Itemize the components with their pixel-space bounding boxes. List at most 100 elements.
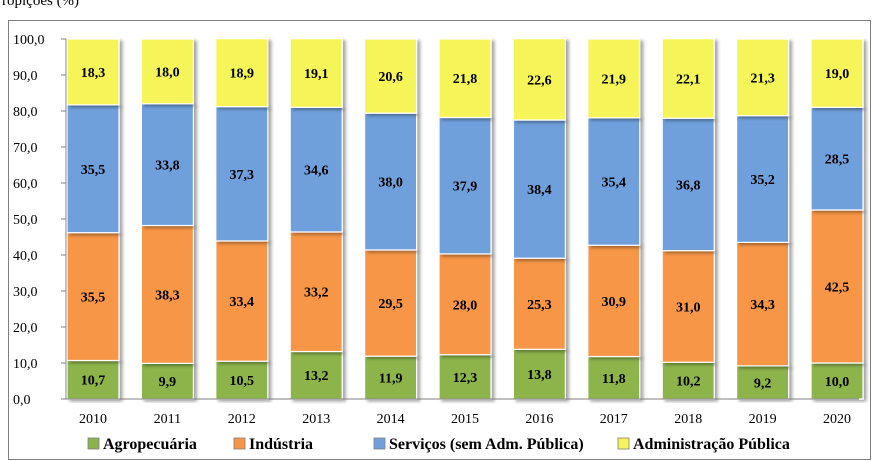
- data-label: 34,6: [304, 164, 329, 179]
- y-tick-label: 50,0: [13, 213, 38, 228]
- data-label: 18,0: [155, 65, 180, 80]
- x-tick-label: 2018: [674, 412, 702, 427]
- data-label: 21,8: [453, 72, 478, 87]
- data-label: 31,0: [676, 300, 701, 315]
- data-label: 35,2: [750, 173, 775, 188]
- data-label: 9,9: [159, 375, 177, 390]
- x-tick-label: 2014: [377, 412, 405, 427]
- x-tick-label: 2011: [154, 412, 181, 427]
- data-label: 33,2: [304, 286, 329, 301]
- bar-segment: [512, 119, 566, 259]
- bar-segment: [289, 38, 343, 109]
- data-label: 10,2: [676, 375, 701, 390]
- y-tick-label: 70,0: [13, 141, 38, 156]
- x-tick-label: 2015: [451, 412, 479, 427]
- bar-stack-2017: 11,8 30,9 35,4 21,9: [587, 38, 641, 400]
- data-label: 19,1: [304, 67, 329, 82]
- y-tick-label: 20,0: [13, 321, 38, 336]
- legend-swatch: [233, 437, 246, 450]
- bar-segment: [438, 116, 492, 255]
- legend-label: Serviços (sem Adm. Pública): [389, 436, 584, 453]
- bar-stack-2011: 9,9 38,3 33,8 18,0: [140, 38, 194, 400]
- bar-segment: [364, 355, 418, 400]
- legend-swatch: [373, 437, 386, 450]
- bar-segment: [66, 38, 120, 106]
- x-tick-label: 2016: [525, 412, 553, 427]
- data-label: 38,0: [378, 176, 403, 191]
- y-tick-label: 30,0: [13, 285, 38, 300]
- bar-stack-2014: 11,9 29,5 38,0 20,6: [364, 38, 418, 400]
- data-label: 10,7: [81, 374, 106, 389]
- y-tick-label: 60,0: [13, 177, 38, 192]
- bar-segment: [735, 115, 790, 244]
- page-header-fragment: ropições (%): [2, 0, 80, 9]
- bar-segment: [289, 231, 343, 353]
- bar-segment: [587, 244, 641, 358]
- chart-frame: 0,0 10,0 20,0 30,0 40,0 50,0 60,0 70,0 80,0 90,0 1…: [8, 20, 871, 460]
- bar-segment: [735, 365, 790, 400]
- bar-segment: [661, 250, 715, 363]
- data-label: 20,6: [378, 70, 403, 85]
- data-label: 35,5: [81, 163, 106, 178]
- bar-segment: [364, 249, 418, 357]
- bar-stack-2018: 10,2 31,0 36,8 22,1: [661, 38, 715, 400]
- bar-segment: [140, 103, 194, 227]
- bar-segment: [661, 38, 715, 119]
- legend-swatch: [87, 437, 100, 450]
- bar-segment: [512, 38, 566, 121]
- bar-segment: [215, 106, 269, 242]
- bar-segment: [438, 253, 492, 356]
- data-label: 18,9: [230, 67, 255, 82]
- bar-segment: [512, 348, 566, 400]
- y-tick-label: 0,0: [13, 393, 31, 408]
- bar-stack-2016: 13,8 25,3 38,4 22,6: [512, 38, 566, 400]
- bar-segment: [735, 241, 790, 367]
- bar-segment: [810, 38, 864, 109]
- data-label: 36,8: [676, 178, 701, 193]
- bar-stack-2020: 10,0 42,5 28,5 19,0: [810, 38, 864, 400]
- data-label: 13,2: [304, 369, 329, 384]
- data-label: 30,9: [602, 295, 627, 310]
- y-tick-label: 40,0: [13, 249, 38, 264]
- bar-segment: [364, 38, 418, 114]
- data-label: 34,3: [750, 298, 775, 313]
- bar-segment: [215, 38, 269, 108]
- bar-stack-2013: 13,2 33,2 34,6 19,1: [289, 38, 343, 400]
- data-label: 35,5: [81, 291, 106, 306]
- bar-segment: [215, 240, 269, 362]
- legend-label: Administração Pública: [633, 436, 790, 453]
- bar-stack-2010: 10,7 35,5 35,5 18,3: [66, 38, 120, 400]
- x-tick-label: 2010: [79, 412, 107, 427]
- bar-segment: [140, 38, 194, 105]
- stacked-bar-chart: 0,0 10,0 20,0 30,0 40,0 50,0 60,0 70,0 80,0 90,0 1…: [13, 33, 864, 453]
- data-label: 38,4: [527, 183, 552, 198]
- data-label: 11,8: [602, 372, 626, 387]
- legend-label: Indústria: [249, 436, 313, 453]
- bar-stack-2015: 12,3 28,0 37,9 21,8: [438, 38, 492, 400]
- data-label: 9,2: [754, 376, 772, 391]
- bar-segment: [364, 112, 418, 251]
- bar-stack-2019: 9,2 34,3 35,2 21,3: [735, 38, 790, 400]
- bar-stack-2012: 10,5 33,4 37,3 18,9: [215, 38, 269, 400]
- data-label: 25,3: [527, 298, 552, 313]
- x-tick-label: 2019: [749, 412, 777, 427]
- x-tick-label: 2013: [302, 412, 330, 427]
- data-label: 22,1: [676, 72, 701, 87]
- data-label: 35,4: [602, 176, 627, 191]
- data-label: 37,3: [230, 168, 255, 183]
- bar-segment: [140, 224, 194, 364]
- x-tick-label: 2020: [823, 412, 851, 427]
- bar-segment: [735, 38, 790, 117]
- x-tick-label: 2012: [228, 412, 256, 427]
- bar-segment: [512, 257, 566, 350]
- legend: Agropecuária Indústria Serviços (sem Adm. …: [87, 436, 790, 453]
- data-label: 28,5: [825, 153, 850, 168]
- x-axis: 2010 2011 2012 2013 2014 2015 2016 2017 2018 2019…: [66, 398, 859, 427]
- y-tick-label: 10,0: [13, 357, 38, 372]
- legend-swatch: [617, 437, 630, 450]
- data-label: 42,5: [825, 281, 850, 296]
- data-label: 33,4: [230, 295, 255, 310]
- data-label: 13,8: [527, 368, 552, 383]
- data-label: 33,8: [155, 159, 180, 174]
- y-tick-label: 90,0: [13, 69, 38, 84]
